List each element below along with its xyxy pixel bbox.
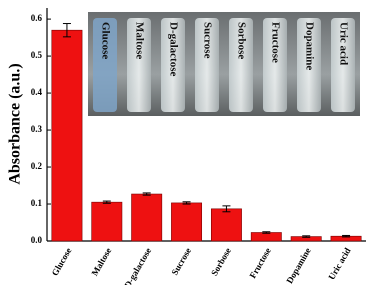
inset-label: Fructose [269,22,281,63]
bar [51,29,83,242]
inset-label: Sorbose [235,22,247,59]
tube [93,18,117,112]
x-tick-label: Uric acid [326,246,352,282]
tube [127,18,151,112]
inset-label: Uric acid [337,22,349,65]
error-bar [342,234,351,238]
inset-label: Maltose [133,22,145,59]
tube [331,18,355,112]
x-tick-label: Sucrose [169,246,193,277]
x-tick-label: Sorbose [209,246,233,277]
bar [210,208,242,242]
tube [195,18,219,112]
error-bar [142,192,151,196]
bar [171,202,203,242]
inset-label: Dopamine [303,22,315,70]
x-tick-label: Glucose [50,246,74,277]
error-bar [222,205,231,213]
inset-label: D-galactose [167,22,179,76]
inset-label: Glucose [99,22,111,59]
y-tick-label: 0.6 [31,13,43,23]
inset: Glucose Maltose D-galactose Sucrose Sorbose F… [93,18,355,112]
error-bar [302,235,311,238]
tube [297,18,321,112]
inset-label: Sucrose [201,22,213,59]
error-bar [102,200,111,204]
bar [131,193,163,242]
tube [263,18,287,112]
x-tick-label: D-galactose [122,246,153,285]
bar [250,232,282,242]
y-axis-label: Absorbance (a.u.) [7,63,24,184]
x-tick-label: Fructose [247,246,272,280]
y-tick-label: 0.1 [31,198,43,208]
y-tick-label: 0.5 [31,50,43,60]
y-tick-label: 0.3 [31,124,43,134]
y-tick-label: 0.2 [31,161,43,171]
error-bar [182,201,191,205]
x-tick-label: Maltose [89,246,113,277]
x-tick-label: Dopamine [284,246,312,285]
error-bar [262,231,271,234]
error-bar [62,23,71,38]
tube [161,18,185,112]
y-tick-label: 0.0 [31,235,43,245]
y-tick-label: 0.4 [31,87,43,97]
tube [229,18,253,112]
bar [91,201,123,242]
